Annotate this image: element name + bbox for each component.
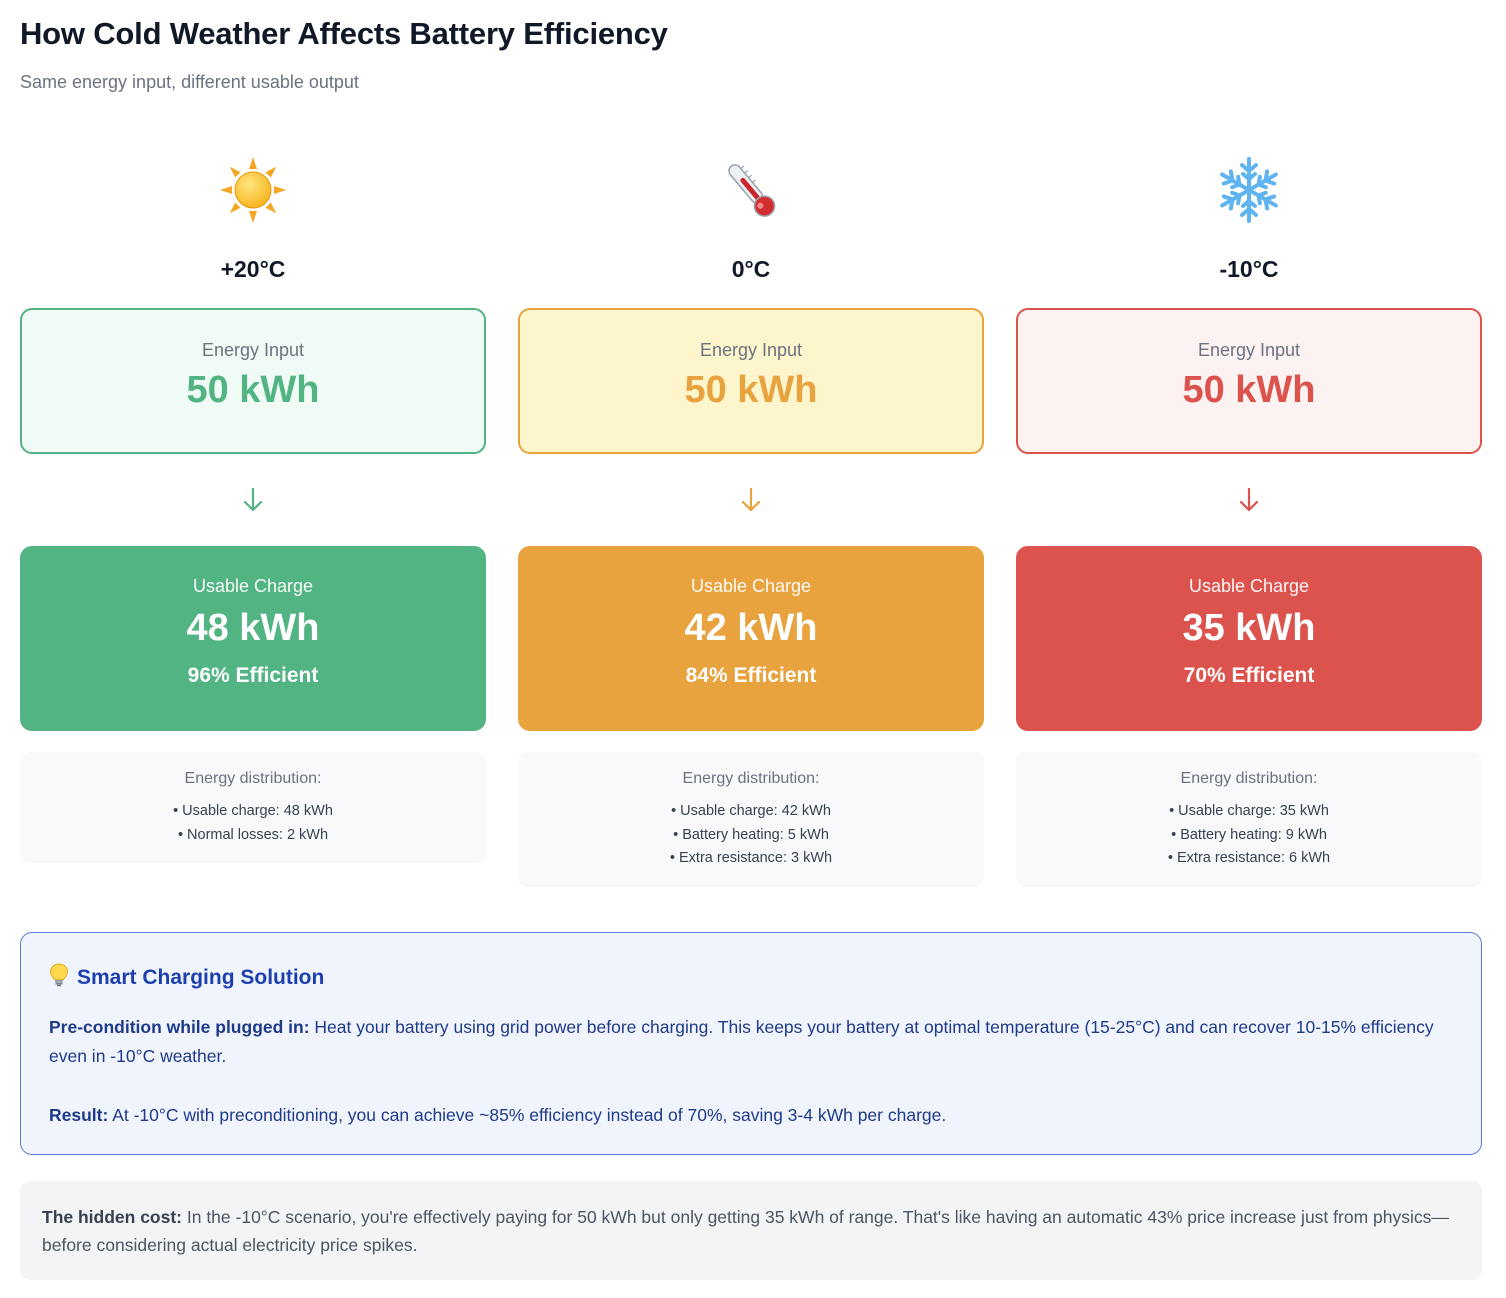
distribution-title: Energy distribution: <box>1180 770 1318 787</box>
lightbulb-icon <box>49 963 77 993</box>
energy-input-value: 50 kWh <box>1182 369 1316 411</box>
energy-input-label: Energy Input <box>699 340 803 360</box>
solution-heading: Smart Charging Solution <box>49 963 1453 993</box>
energy-input-card: Energy Input 50 kWh <box>20 308 486 454</box>
hidden-cost-note: The hidden cost: In the -10°C scenario, … <box>20 1181 1482 1280</box>
temperature-label: 0°C <box>731 256 771 282</box>
usable-charge-card: Usable Charge 35 kWh 70% Efficient <box>1016 546 1482 731</box>
distribution-item: • Usable charge: 35 kWh <box>1169 803 1329 819</box>
energy-distribution: Energy distribution: • Usable charge: 48… <box>20 752 486 863</box>
distribution-item: • Usable charge: 48 kWh <box>173 803 333 819</box>
energy-input-value: 50 kWh <box>186 369 320 411</box>
solution-title: Smart Charging Solution <box>77 966 325 989</box>
precondition-paragraph: Pre-condition while plugged in: Heat you… <box>49 1013 1453 1071</box>
energy-distribution: Energy distribution: • Usable charge: 42… <box>518 752 984 887</box>
result-text: At -10°C with preconditioning, you can a… <box>108 1105 947 1125</box>
precondition-text: Heat your battery using grid power befor… <box>49 1017 1434 1066</box>
distribution-title: Energy distribution: <box>682 770 820 787</box>
arrow-down-icon <box>518 454 984 546</box>
energy-input-label: Energy Input <box>201 340 305 360</box>
efficiency-label: 70% Efficient <box>1183 664 1315 687</box>
distribution-item: • Battery heating: 5 kWh <box>673 826 829 843</box>
scenario-cold: -10°C Energy Input 50 kWh Usable Charge … <box>1016 140 1482 887</box>
usable-charge-card: Usable Charge 42 kWh 84% Efficient <box>518 546 984 731</box>
hidden-cost-label: The hidden cost: <box>42 1207 182 1227</box>
hidden-cost-text: In the -10°C scenario, you're effectivel… <box>42 1207 1449 1255</box>
distribution-item: • Extra resistance: 6 kWh <box>1167 850 1331 866</box>
usable-charge-label: Usable Charge <box>690 576 812 596</box>
usable-charge-label: Usable Charge <box>1188 576 1310 596</box>
thermometer-icon <box>518 140 984 240</box>
precondition-label: Pre-condition while plugged in: <box>49 1017 310 1037</box>
scenario-freezing: 0°C Energy Input 50 kWh Usable Charge 42… <box>518 140 984 887</box>
energy-input-value: 50 kWh <box>684 369 818 411</box>
page-subtitle: Same energy input, different usable outp… <box>20 72 359 92</box>
usable-charge-card: Usable Charge 48 kWh 96% Efficient <box>20 546 486 731</box>
distribution-item: • Extra resistance: 3 kWh <box>669 850 833 866</box>
energy-input-label: Energy Input <box>1197 340 1301 360</box>
distribution-item: • Battery heating: 9 kWh <box>1171 826 1327 843</box>
distribution-item: • Usable charge: 42 kWh <box>671 803 831 819</box>
efficiency-label: 96% Efficient <box>187 664 319 687</box>
arrow-down-icon <box>20 454 486 546</box>
page-title: How Cold Weather Affects Battery Efficie… <box>20 16 668 51</box>
smart-charging-panel: Smart Charging Solution Pre-condition wh… <box>20 932 1482 1155</box>
distribution-item: • Normal losses: 2 kWh <box>177 826 329 843</box>
energy-distribution: Energy distribution: • Usable charge: 35… <box>1016 752 1482 887</box>
temperature-label: -10°C <box>1219 256 1279 282</box>
snowflake-icon <box>1016 140 1482 240</box>
distribution-title: Energy distribution: <box>184 770 322 787</box>
scenario-warm: +20°C Energy Input 50 kWh Usable Charge … <box>20 140 486 863</box>
usable-charge-value: 42 kWh <box>684 607 818 649</box>
energy-input-card: Energy Input 50 kWh <box>1016 308 1482 454</box>
sun-icon <box>20 140 486 240</box>
result-label: Result: <box>49 1105 109 1125</box>
usable-charge-value: 48 kWh <box>186 607 320 649</box>
arrow-down-icon <box>1016 454 1482 546</box>
result-paragraph: Result: At -10°C with preconditioning, y… <box>49 1101 1453 1130</box>
usable-charge-label: Usable Charge <box>192 576 314 596</box>
temperature-label: +20°C <box>220 256 286 282</box>
usable-charge-value: 35 kWh <box>1182 607 1316 649</box>
energy-input-card: Energy Input 50 kWh <box>518 308 984 454</box>
efficiency-label: 84% Efficient <box>685 664 817 687</box>
